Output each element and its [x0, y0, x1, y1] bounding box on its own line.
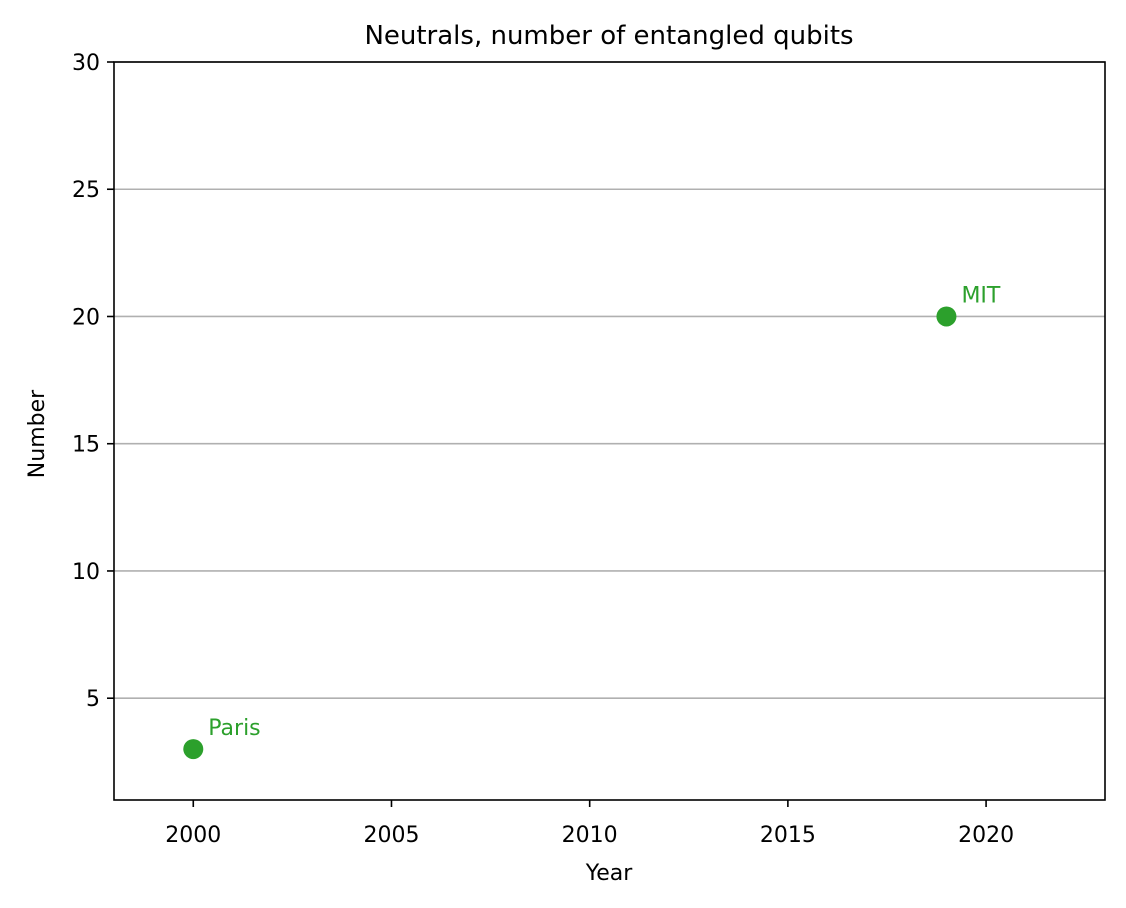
x-tick-label-2010: 2010 [562, 823, 618, 848]
data-point-mit [936, 306, 957, 327]
point-label-paris: Paris [208, 716, 260, 741]
x-tick-label-2000: 2000 [165, 823, 221, 848]
y-tick-label-25: 25 [72, 178, 100, 203]
x-axis-ticks: 2000 2005 2010 2015 2020 [165, 800, 1014, 848]
y-axis-ticks: 5 10 15 20 25 30 [72, 51, 114, 712]
y-tick-label-20: 20 [72, 305, 100, 330]
x-tick-label-2015: 2015 [760, 823, 816, 848]
x-axis-label: Year [585, 861, 634, 886]
gridlines [114, 61, 1105, 700]
x-tick-label-2005: 2005 [363, 823, 419, 848]
y-tick-label-10: 10 [72, 560, 100, 585]
y-tick-label-15: 15 [72, 433, 100, 458]
y-tick-label-5: 5 [86, 687, 100, 712]
point-label-mit: MIT [961, 283, 1000, 308]
x-tick-label-2020: 2020 [958, 823, 1014, 848]
chart-title: Neutrals, number of entangled qubits [364, 21, 853, 51]
data-point-paris [183, 739, 204, 760]
y-axis-label: Number [25, 389, 50, 478]
y-tick-label-30: 30 [72, 51, 100, 76]
data-points: Paris MIT [183, 283, 1001, 760]
plot-area-frame [113, 61, 1106, 801]
